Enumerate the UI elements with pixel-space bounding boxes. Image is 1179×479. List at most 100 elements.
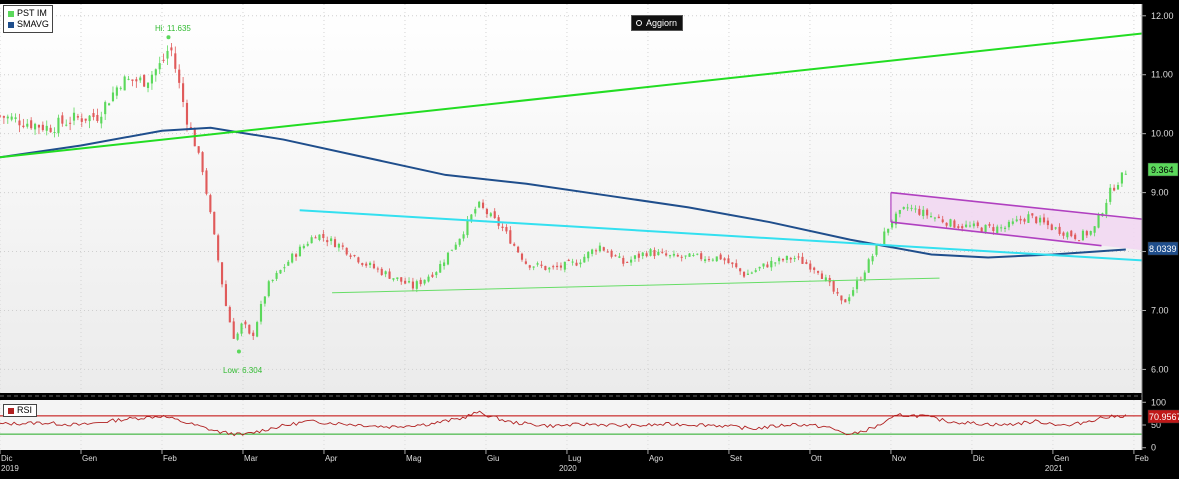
candle-body: [349, 255, 352, 257]
candle-body: [844, 299, 847, 303]
candle-body: [501, 226, 504, 228]
candle-body: [653, 250, 656, 257]
circle-icon: [636, 20, 642, 26]
candle-body: [910, 207, 913, 209]
candle-body: [298, 246, 302, 257]
candle-body: [1120, 172, 1123, 184]
candle-body: [836, 291, 839, 294]
candle-body: [567, 259, 570, 261]
candle-body: [372, 263, 376, 269]
update-button[interactable]: Aggiorn: [631, 15, 684, 31]
candle-body: [633, 255, 637, 259]
y-tick-label: 7.00: [1151, 305, 1169, 315]
candle-body: [143, 74, 146, 87]
candle-body: [965, 224, 968, 227]
candle-body: [439, 264, 442, 273]
candle-body: [1116, 184, 1120, 190]
candle-body: [310, 237, 313, 244]
candle-body: [376, 268, 379, 270]
sma-line: [0, 126, 1126, 259]
candle-body: [100, 116, 103, 124]
candle-body: [1074, 234, 1077, 239]
candle-body: [1066, 232, 1069, 238]
candle-body: [676, 254, 679, 257]
candle-body: [415, 281, 418, 289]
candle-body: [271, 279, 274, 281]
x-tick-label: Dic: [1, 454, 13, 463]
candle-body: [182, 83, 185, 103]
x-tick-label: Set: [730, 454, 743, 463]
candle-body: [369, 262, 372, 266]
candle-body: [287, 261, 290, 266]
candle-body: [127, 78, 130, 80]
candle-body: [185, 102, 189, 125]
candle-body: [688, 253, 691, 257]
candle-body: [45, 125, 48, 131]
candle-body: [867, 259, 870, 273]
candle-body: [606, 251, 609, 253]
rsi-y-tick-label: 100: [1151, 397, 1166, 407]
candle-body: [742, 271, 746, 277]
candle-body: [1081, 230, 1085, 241]
candle-body: [649, 249, 652, 256]
candle-body: [832, 280, 835, 292]
candle-body: [630, 259, 633, 263]
candle-body: [883, 231, 886, 246]
candle-body: [762, 263, 765, 267]
candle-body: [279, 269, 282, 274]
candle-body: [1054, 227, 1057, 229]
candle-body: [306, 243, 309, 246]
candle-body: [809, 263, 812, 270]
candle-body: [957, 226, 960, 228]
candle-body: [781, 259, 785, 261]
candle-body: [489, 213, 492, 217]
candle-body: [926, 209, 929, 216]
sma-badge-text: 8.0339: [1149, 244, 1177, 254]
candle-body: [267, 281, 270, 297]
candle-body: [294, 254, 298, 257]
candle-body: [723, 258, 726, 261]
candle-body: [1105, 202, 1108, 215]
candle-body: [739, 268, 742, 272]
candle-body: [123, 76, 126, 91]
candle-body: [357, 257, 360, 263]
candle-body: [435, 272, 438, 276]
candle-body: [108, 103, 111, 106]
y-tick-label: 9.00: [1151, 188, 1169, 198]
candle-body: [119, 87, 122, 89]
candle-body: [30, 120, 33, 129]
candle-body: [259, 303, 263, 322]
price-badge-text: 9.364: [1151, 165, 1174, 175]
rsi-legend-label: RSI: [17, 405, 33, 415]
candle-body: [532, 266, 535, 268]
candle-body: [914, 208, 917, 210]
candle-body: [707, 259, 711, 261]
candle-body: [1046, 220, 1049, 226]
candle-body: [1109, 187, 1112, 202]
x-year-label: 2020: [559, 464, 577, 473]
candle-body: [824, 277, 827, 281]
candle-body: [443, 262, 446, 267]
x-tick-label: Apr: [325, 454, 338, 463]
candle-body: [852, 290, 855, 296]
candle-body: [548, 267, 551, 270]
candle-body: [193, 128, 196, 147]
candle-body: [224, 284, 228, 306]
candle-body: [37, 124, 41, 128]
candle-body: [602, 247, 605, 251]
candle-body: [458, 238, 461, 245]
candle-body: [735, 263, 738, 268]
candle-body: [988, 224, 991, 226]
x-tick-label: Mar: [244, 454, 258, 463]
candle-body: [754, 270, 757, 272]
candle-body: [1039, 217, 1042, 223]
x-tick-label: Ott: [811, 454, 822, 463]
rsi-plot-area: [0, 410, 1142, 437]
candle-body: [1085, 231, 1088, 236]
candle-body: [302, 245, 305, 249]
candle-body: [291, 253, 294, 263]
candle-body: [891, 222, 894, 228]
candle-body: [840, 295, 843, 301]
candle-body: [1077, 240, 1081, 242]
